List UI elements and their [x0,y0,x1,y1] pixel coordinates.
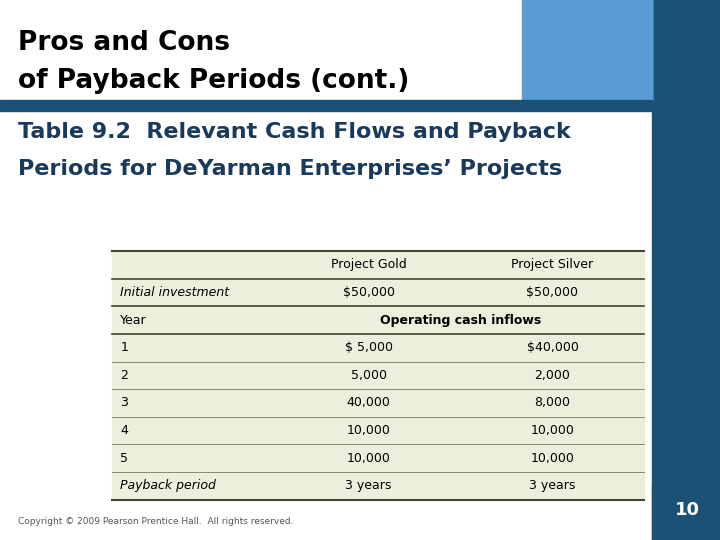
Text: Operating cash inflows: Operating cash inflows [380,314,541,327]
Text: Initial investment: Initial investment [120,286,230,299]
Text: Project Silver: Project Silver [511,259,593,272]
Text: $50,000: $50,000 [343,286,395,299]
Text: 2,000: 2,000 [534,369,570,382]
Text: 5,000: 5,000 [351,369,387,382]
Text: 10: 10 [675,501,700,519]
Bar [112,251,644,500]
Text: $50,000: $50,000 [526,286,578,299]
Text: $40,000: $40,000 [526,341,578,354]
Text: 4: 4 [120,424,128,437]
Text: Project Gold: Project Gold [330,259,407,272]
Text: 8,000: 8,000 [534,396,570,409]
Text: 10,000: 10,000 [531,424,575,437]
Text: Copyright © 2009 Pearson Prentice Hall.  All rights reserved.: Copyright © 2009 Pearson Prentice Hall. … [18,517,294,526]
Text: 5: 5 [120,451,128,464]
Text: 1: 1 [120,341,128,354]
Text: 3 years: 3 years [346,479,392,492]
Text: Pros and Cons: Pros and Cons [18,30,230,56]
Text: 40,000: 40,000 [347,396,391,409]
Text: Table 9.2  Relevant Cash Flows and Payback: Table 9.2 Relevant Cash Flows and Paybac… [18,122,571,141]
Bar [0,100,652,111]
Text: 3 years: 3 years [529,479,576,492]
Text: Payback period: Payback period [120,479,216,492]
Bar [652,0,720,540]
Text: Periods for DeYarman Enterprises’ Projects: Periods for DeYarman Enterprises’ Projec… [18,159,562,179]
Text: $ 5,000: $ 5,000 [345,341,392,354]
Text: 10,000: 10,000 [531,451,575,464]
Bar [652,486,720,540]
Text: 10,000: 10,000 [347,424,391,437]
Bar [0,0,652,100]
Text: 10,000: 10,000 [347,451,391,464]
Text: Year: Year [120,314,147,327]
Bar [522,0,652,100]
Text: 3: 3 [120,396,128,409]
Text: of Payback Periods (cont.): of Payback Periods (cont.) [18,68,410,93]
Text: 2: 2 [120,369,128,382]
